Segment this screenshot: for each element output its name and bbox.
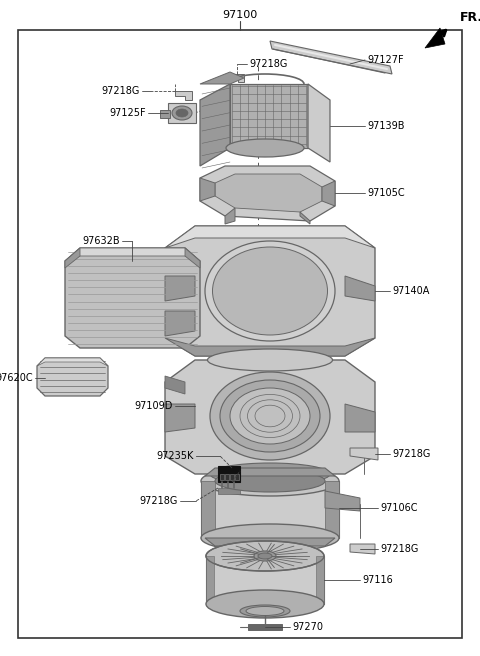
Text: 97270: 97270 bbox=[292, 622, 323, 632]
Text: 97109D: 97109D bbox=[134, 401, 173, 411]
Ellipse shape bbox=[246, 607, 284, 615]
Polygon shape bbox=[425, 28, 445, 48]
Polygon shape bbox=[165, 360, 375, 474]
Polygon shape bbox=[206, 556, 324, 604]
Text: 97218G: 97218G bbox=[249, 59, 288, 69]
Text: 97100: 97100 bbox=[222, 10, 258, 20]
Polygon shape bbox=[206, 556, 214, 604]
Polygon shape bbox=[325, 491, 360, 511]
Polygon shape bbox=[165, 226, 375, 248]
Ellipse shape bbox=[230, 388, 310, 444]
Polygon shape bbox=[345, 404, 375, 432]
Ellipse shape bbox=[201, 466, 339, 496]
Polygon shape bbox=[165, 311, 195, 336]
Polygon shape bbox=[300, 212, 310, 224]
Text: 97127F: 97127F bbox=[367, 55, 404, 65]
Polygon shape bbox=[175, 91, 192, 100]
Bar bbox=[235, 474, 239, 480]
Polygon shape bbox=[165, 338, 375, 356]
Polygon shape bbox=[200, 84, 230, 166]
Ellipse shape bbox=[207, 349, 333, 371]
Text: 97218G: 97218G bbox=[380, 544, 419, 554]
Ellipse shape bbox=[254, 551, 276, 561]
Polygon shape bbox=[200, 178, 215, 201]
Polygon shape bbox=[65, 248, 200, 261]
Text: FR.: FR. bbox=[460, 11, 480, 24]
Text: 97235K: 97235K bbox=[156, 451, 194, 461]
Bar bbox=[160, 110, 170, 118]
Polygon shape bbox=[230, 84, 308, 148]
Ellipse shape bbox=[205, 241, 335, 341]
Polygon shape bbox=[225, 208, 235, 224]
Polygon shape bbox=[350, 448, 378, 460]
Polygon shape bbox=[185, 248, 200, 268]
Polygon shape bbox=[322, 181, 335, 206]
Polygon shape bbox=[200, 166, 335, 221]
Ellipse shape bbox=[172, 106, 192, 120]
Ellipse shape bbox=[201, 524, 339, 552]
Polygon shape bbox=[65, 248, 80, 268]
Text: 97620C: 97620C bbox=[0, 373, 33, 383]
Ellipse shape bbox=[213, 247, 327, 335]
Text: 97218G: 97218G bbox=[140, 496, 178, 506]
Polygon shape bbox=[248, 624, 282, 630]
Polygon shape bbox=[201, 481, 215, 538]
Polygon shape bbox=[350, 544, 375, 554]
Text: 97106C: 97106C bbox=[380, 503, 418, 513]
Ellipse shape bbox=[226, 139, 304, 157]
Text: 97218G: 97218G bbox=[392, 449, 431, 459]
Bar bbox=[220, 474, 224, 480]
Polygon shape bbox=[345, 276, 375, 301]
Bar bbox=[225, 474, 229, 480]
Polygon shape bbox=[270, 41, 392, 74]
Polygon shape bbox=[205, 538, 335, 546]
Polygon shape bbox=[165, 404, 195, 432]
Text: 97139B: 97139B bbox=[367, 121, 405, 131]
Polygon shape bbox=[205, 468, 335, 476]
Polygon shape bbox=[308, 84, 330, 162]
Text: 97105C: 97105C bbox=[367, 188, 405, 198]
Polygon shape bbox=[316, 556, 324, 604]
Polygon shape bbox=[65, 248, 200, 348]
Ellipse shape bbox=[206, 590, 324, 618]
Text: 97218G: 97218G bbox=[102, 86, 140, 96]
Bar bbox=[218, 466, 240, 482]
Polygon shape bbox=[37, 358, 108, 396]
Polygon shape bbox=[215, 174, 322, 212]
Text: 97116: 97116 bbox=[362, 575, 393, 585]
Polygon shape bbox=[218, 488, 240, 494]
Polygon shape bbox=[230, 74, 244, 82]
Polygon shape bbox=[165, 226, 375, 356]
Ellipse shape bbox=[176, 109, 188, 117]
Ellipse shape bbox=[210, 463, 330, 485]
Polygon shape bbox=[165, 376, 185, 394]
Text: 97140A: 97140A bbox=[392, 286, 430, 296]
Text: 97125F: 97125F bbox=[109, 108, 146, 118]
Polygon shape bbox=[201, 481, 339, 538]
Polygon shape bbox=[37, 358, 108, 366]
Polygon shape bbox=[200, 72, 244, 84]
Text: 97632B: 97632B bbox=[83, 236, 120, 246]
Ellipse shape bbox=[206, 541, 324, 571]
Bar bbox=[230, 474, 234, 480]
Polygon shape bbox=[165, 276, 195, 301]
Ellipse shape bbox=[220, 380, 320, 452]
Polygon shape bbox=[325, 481, 339, 538]
Ellipse shape bbox=[210, 372, 330, 460]
Bar bbox=[168, 103, 196, 123]
Ellipse shape bbox=[215, 470, 325, 492]
Ellipse shape bbox=[240, 605, 290, 617]
Ellipse shape bbox=[258, 553, 272, 559]
